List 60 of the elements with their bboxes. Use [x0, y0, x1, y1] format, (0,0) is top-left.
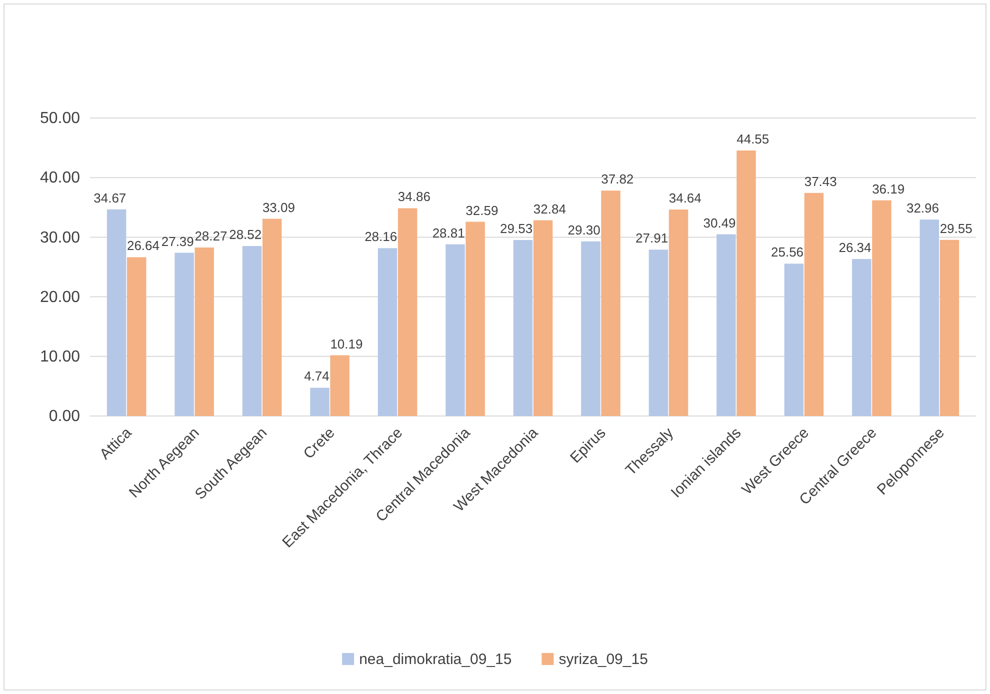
legend-label: syriza_09_15	[558, 651, 648, 668]
bar	[736, 150, 756, 416]
bar	[513, 240, 533, 416]
bar	[194, 248, 214, 416]
data-label: 25.56	[771, 244, 804, 260]
bar	[716, 234, 736, 416]
bar	[940, 240, 960, 416]
data-label: 29.55	[940, 220, 972, 236]
bar	[601, 190, 620, 416]
bar	[242, 246, 262, 416]
bar	[533, 220, 553, 416]
y-tick-label: 30.00	[40, 229, 80, 246]
bar	[581, 241, 600, 416]
data-label: 27.39	[161, 234, 194, 249]
data-label: 26.34	[838, 240, 872, 256]
data-label: 28.16	[364, 229, 398, 244]
data-label: 34.86	[398, 189, 430, 204]
bar	[872, 200, 892, 416]
data-label: 34.67	[94, 190, 126, 206]
bar	[106, 209, 126, 416]
data-label: 37.82	[601, 172, 634, 187]
data-label: 10.19	[330, 336, 363, 352]
bar	[398, 208, 418, 416]
data-label: 28.27	[194, 228, 228, 244]
data-label: 44.55	[736, 131, 770, 146]
bar	[920, 220, 940, 416]
data-label: 28.81	[432, 225, 465, 240]
bar	[446, 244, 465, 416]
bar	[378, 248, 398, 416]
y-tick-label: 0.00	[48, 408, 80, 426]
bar	[466, 222, 485, 416]
bar	[310, 388, 330, 416]
data-label: 29.53	[500, 221, 533, 236]
bar	[174, 252, 194, 416]
data-label: 4.74	[304, 368, 330, 384]
data-label: 32.59	[466, 202, 498, 218]
data-label: 27.91	[636, 230, 668, 246]
data-label: 28.52	[229, 227, 262, 242]
bar	[804, 192, 824, 416]
bar	[330, 355, 350, 416]
bar	[262, 218, 282, 416]
bar	[852, 259, 872, 416]
y-tick-label: 10.00	[40, 348, 80, 366]
data-label: 30.49	[703, 215, 736, 230]
bar	[784, 264, 804, 416]
y-tick-label: 40.00	[40, 170, 80, 187]
y-tick-label: 50.00	[40, 110, 80, 128]
y-tick-label: 20.00	[40, 288, 80, 306]
data-label: 32.84	[533, 201, 566, 216]
data-label: 37.43	[804, 174, 837, 189]
bar	[126, 257, 146, 416]
bar	[668, 210, 688, 416]
data-label: 33.09	[262, 200, 295, 215]
bar	[648, 250, 668, 416]
data-label: 32.96	[906, 200, 940, 216]
data-label: 34.64	[668, 190, 702, 206]
data-label: 36.19	[872, 181, 905, 196]
legend-label: nea_dimokratia_09_15	[359, 651, 512, 668]
data-label: 26.64	[126, 238, 160, 254]
data-label: 29.30	[568, 222, 600, 238]
